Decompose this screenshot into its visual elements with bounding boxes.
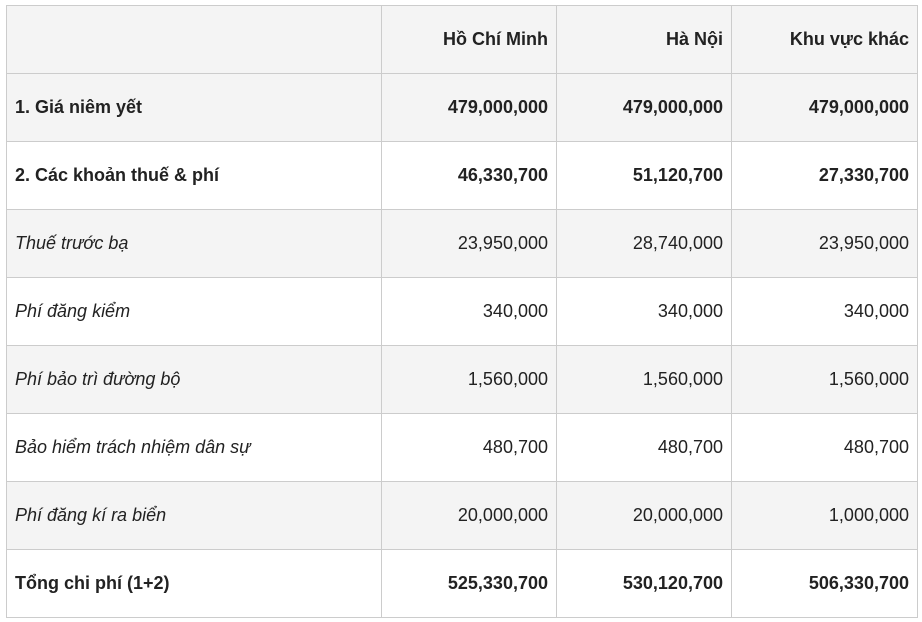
cell: 1,560,000: [731, 345, 918, 414]
cell: 479,000,000: [556, 73, 732, 142]
cell: 46,330,700: [381, 141, 557, 210]
cell: 530,120,700: [556, 549, 732, 618]
cell: Phí bảo trì đường bộ: [6, 345, 382, 414]
cell: 1,560,000: [381, 345, 557, 414]
cell: 1,000,000: [731, 481, 918, 550]
cell: 51,120,700: [556, 141, 732, 210]
header-cell: Khu vực khác: [731, 5, 918, 74]
row: Phí đăng kí ra biển 20,000,000 20,000,000 1…: [6, 481, 918, 550]
cell: 525,330,700: [381, 549, 557, 618]
cell: 20,000,000: [381, 481, 557, 550]
row: 1. Giá niêm yết 479,000,000 479,000,000 479…: [6, 73, 918, 142]
price-table: Hồ Chí Minh Hà Nội Khu vực khác 1. Giá niê…: [6, 5, 918, 618]
cell: 480,700: [731, 413, 918, 482]
cell: 2. Các khoản thuế & phí: [6, 141, 382, 210]
row: Bảo hiểm trách nhiệm dân sự 480,700 480,70…: [6, 413, 918, 482]
cell: 23,950,000: [731, 209, 918, 278]
header-cell: Hồ Chí Minh: [381, 5, 557, 74]
cell: Bảo hiểm trách nhiệm dân sự: [6, 413, 382, 482]
header-cell: [6, 5, 382, 74]
cell: Thuế trước bạ: [6, 209, 382, 278]
row: 2. Các khoản thuế & phí 46,330,700 51,120,…: [6, 141, 918, 210]
cell: 340,000: [731, 277, 918, 346]
row: Thuế trước bạ 23,950,000 28,740,000 23,950,…: [6, 209, 918, 278]
cell: Tổng chi phí (1+2): [6, 549, 382, 618]
cell: 480,700: [381, 413, 557, 482]
cell: 20,000,000: [556, 481, 732, 550]
row: Phí đăng kiểm 340,000 340,000 340,000: [6, 277, 918, 346]
cell: 1,560,000: [556, 345, 732, 414]
cell: 340,000: [381, 277, 557, 346]
cell: 27,330,700: [731, 141, 918, 210]
cell: 23,950,000: [381, 209, 557, 278]
row: Phí bảo trì đường bộ 1,560,000 1,560,000 1,…: [6, 345, 918, 414]
cell: 506,330,700: [731, 549, 918, 618]
row: Tổng chi phí (1+2) 525,330,700 530,120,700…: [6, 549, 918, 618]
cell: 1. Giá niêm yết: [6, 73, 382, 142]
header-cell: Hà Nội: [556, 5, 732, 74]
cell: Phí đăng kiểm: [6, 277, 382, 346]
cell: 479,000,000: [381, 73, 557, 142]
cell: Phí đăng kí ra biển: [6, 481, 382, 550]
cell: 480,700: [556, 413, 732, 482]
cell: 479,000,000: [731, 73, 918, 142]
cell: 340,000: [556, 277, 732, 346]
header-row: Hồ Chí Minh Hà Nội Khu vực khác: [6, 5, 918, 74]
cell: 28,740,000: [556, 209, 732, 278]
